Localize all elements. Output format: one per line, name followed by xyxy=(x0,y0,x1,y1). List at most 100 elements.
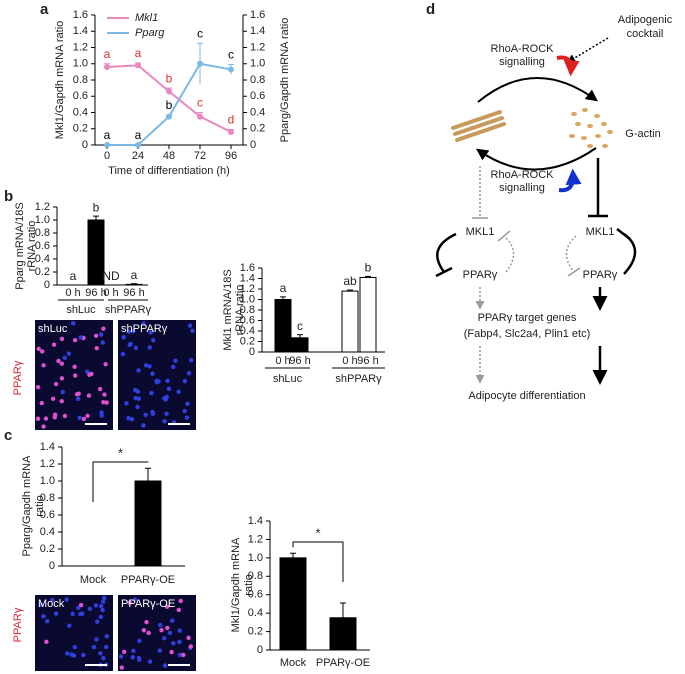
group-label: shPPARγ xyxy=(105,304,152,316)
diagram-text: PPARγ xyxy=(583,269,618,281)
y-tick-label: 0 xyxy=(257,644,263,656)
nucleus xyxy=(121,649,127,654)
nucleus xyxy=(75,396,81,402)
nucleus xyxy=(127,342,132,348)
nucleus xyxy=(130,654,135,660)
nucleus xyxy=(53,381,59,387)
y-tick-label: 1.0 xyxy=(240,293,255,305)
point xyxy=(135,142,141,148)
stain-label: PPARγ xyxy=(12,607,24,642)
point xyxy=(228,129,234,135)
nucleus xyxy=(45,618,50,624)
nucleus xyxy=(72,364,77,370)
letter-label: c xyxy=(197,27,203,41)
nucleus xyxy=(190,328,195,334)
nucleus xyxy=(100,599,106,604)
y-tick-label: 0.2 xyxy=(73,123,88,135)
nucleus xyxy=(78,602,84,608)
nucleus xyxy=(158,622,163,628)
nucleus xyxy=(85,413,90,419)
nucleus xyxy=(44,639,49,645)
y-axis-label: Pparg/Gapdh mRNA xyxy=(21,455,33,557)
nucleus xyxy=(164,411,169,416)
y-tick-label: 0.8 xyxy=(250,74,265,86)
y-tick-label: 1.4 xyxy=(248,515,263,527)
x-tick-label: PPARγ-OE xyxy=(121,574,175,586)
nucleus xyxy=(165,625,170,631)
inhibit-bar xyxy=(497,230,511,242)
y-tick-label: 1.0 xyxy=(73,58,88,70)
nucleus xyxy=(77,415,82,421)
y-tick-label: 0.4 xyxy=(250,106,265,118)
y-tick-label: 1.6 xyxy=(73,9,88,21)
y-tick-label: 0.6 xyxy=(240,314,255,326)
x-tick-label: 72 xyxy=(194,150,206,162)
group-label: shPPARγ xyxy=(335,373,382,385)
letter-label: d xyxy=(228,113,235,127)
nucleus xyxy=(167,630,173,636)
nucleus xyxy=(78,335,83,340)
diagram-text: (Fabp4, Slc2a4, Plin1 etc) xyxy=(464,328,591,340)
letter-label: b xyxy=(166,98,173,112)
nucleus xyxy=(81,416,87,422)
nucleus xyxy=(182,378,188,384)
significance-label: * xyxy=(118,445,123,460)
bar xyxy=(279,557,307,651)
x-tick-label: 48 xyxy=(163,150,175,162)
micrograph-label: PPARγ-OE xyxy=(121,598,175,610)
y-axis-label: ratio xyxy=(243,574,255,595)
y-axis-label: Mkl1/Gapdh mRNA ratio xyxy=(54,21,66,140)
nucleus xyxy=(62,355,68,361)
y-tick-label: 0.8 xyxy=(248,570,263,582)
nucleus xyxy=(119,665,125,670)
nucleus xyxy=(127,600,132,605)
nucleus xyxy=(177,639,182,645)
nucleus xyxy=(104,634,109,639)
letter-label: c xyxy=(228,48,234,62)
nucleus xyxy=(181,652,186,658)
red-arrow xyxy=(556,55,580,77)
y-tick-label: 1.4 xyxy=(250,25,265,37)
x-tick-label: 24 xyxy=(132,150,144,162)
nucleus xyxy=(79,611,85,616)
nucleus xyxy=(154,379,159,385)
y-tick-label: 1.4 xyxy=(73,25,88,37)
bar xyxy=(341,290,359,353)
diagram-text: signalling xyxy=(499,182,545,194)
nucleus xyxy=(101,399,106,405)
nucleus xyxy=(72,338,78,343)
y-tick-label: 0 xyxy=(49,560,55,572)
diagram-text: G-actin xyxy=(625,128,660,140)
nucleus xyxy=(93,333,99,338)
x-tick-label: 0 h xyxy=(342,355,357,367)
y-axis-label: rRNA ratio xyxy=(26,221,38,272)
nucleus xyxy=(186,370,192,376)
dotted-arrow xyxy=(566,37,609,63)
nucleus xyxy=(133,345,139,350)
diagram-text: cocktail xyxy=(627,28,664,40)
letter-label: b xyxy=(93,200,100,214)
y-tick-label: 1.2 xyxy=(40,458,55,470)
y-tick-label: 1.0 xyxy=(248,552,263,564)
y-tick-label: 0.4 xyxy=(240,325,255,337)
y-tick-label: 0.8 xyxy=(40,492,55,504)
y-tick-label: 1.2 xyxy=(250,41,265,53)
arc-arrow xyxy=(476,147,597,171)
nucleus xyxy=(85,369,90,374)
x-tick-label: 0 h xyxy=(103,287,118,299)
nucleus xyxy=(103,362,108,367)
nucleus xyxy=(66,351,72,356)
x-tick-label: 96 h xyxy=(123,287,144,299)
nucleus xyxy=(176,607,181,613)
letter-label: a xyxy=(70,269,77,283)
nucleus xyxy=(143,363,149,368)
y-axis-label: ratio xyxy=(34,495,46,516)
letter-label: c xyxy=(297,319,303,333)
nucleus xyxy=(124,401,129,406)
y-tick-label: 0 xyxy=(249,346,255,358)
nucleus xyxy=(141,321,146,326)
y2-axis-label: Pparg/Gapdh mRNA ratio xyxy=(279,18,291,143)
nucleus xyxy=(141,627,147,633)
panel-label: b xyxy=(4,188,13,205)
nucleus xyxy=(104,400,109,405)
